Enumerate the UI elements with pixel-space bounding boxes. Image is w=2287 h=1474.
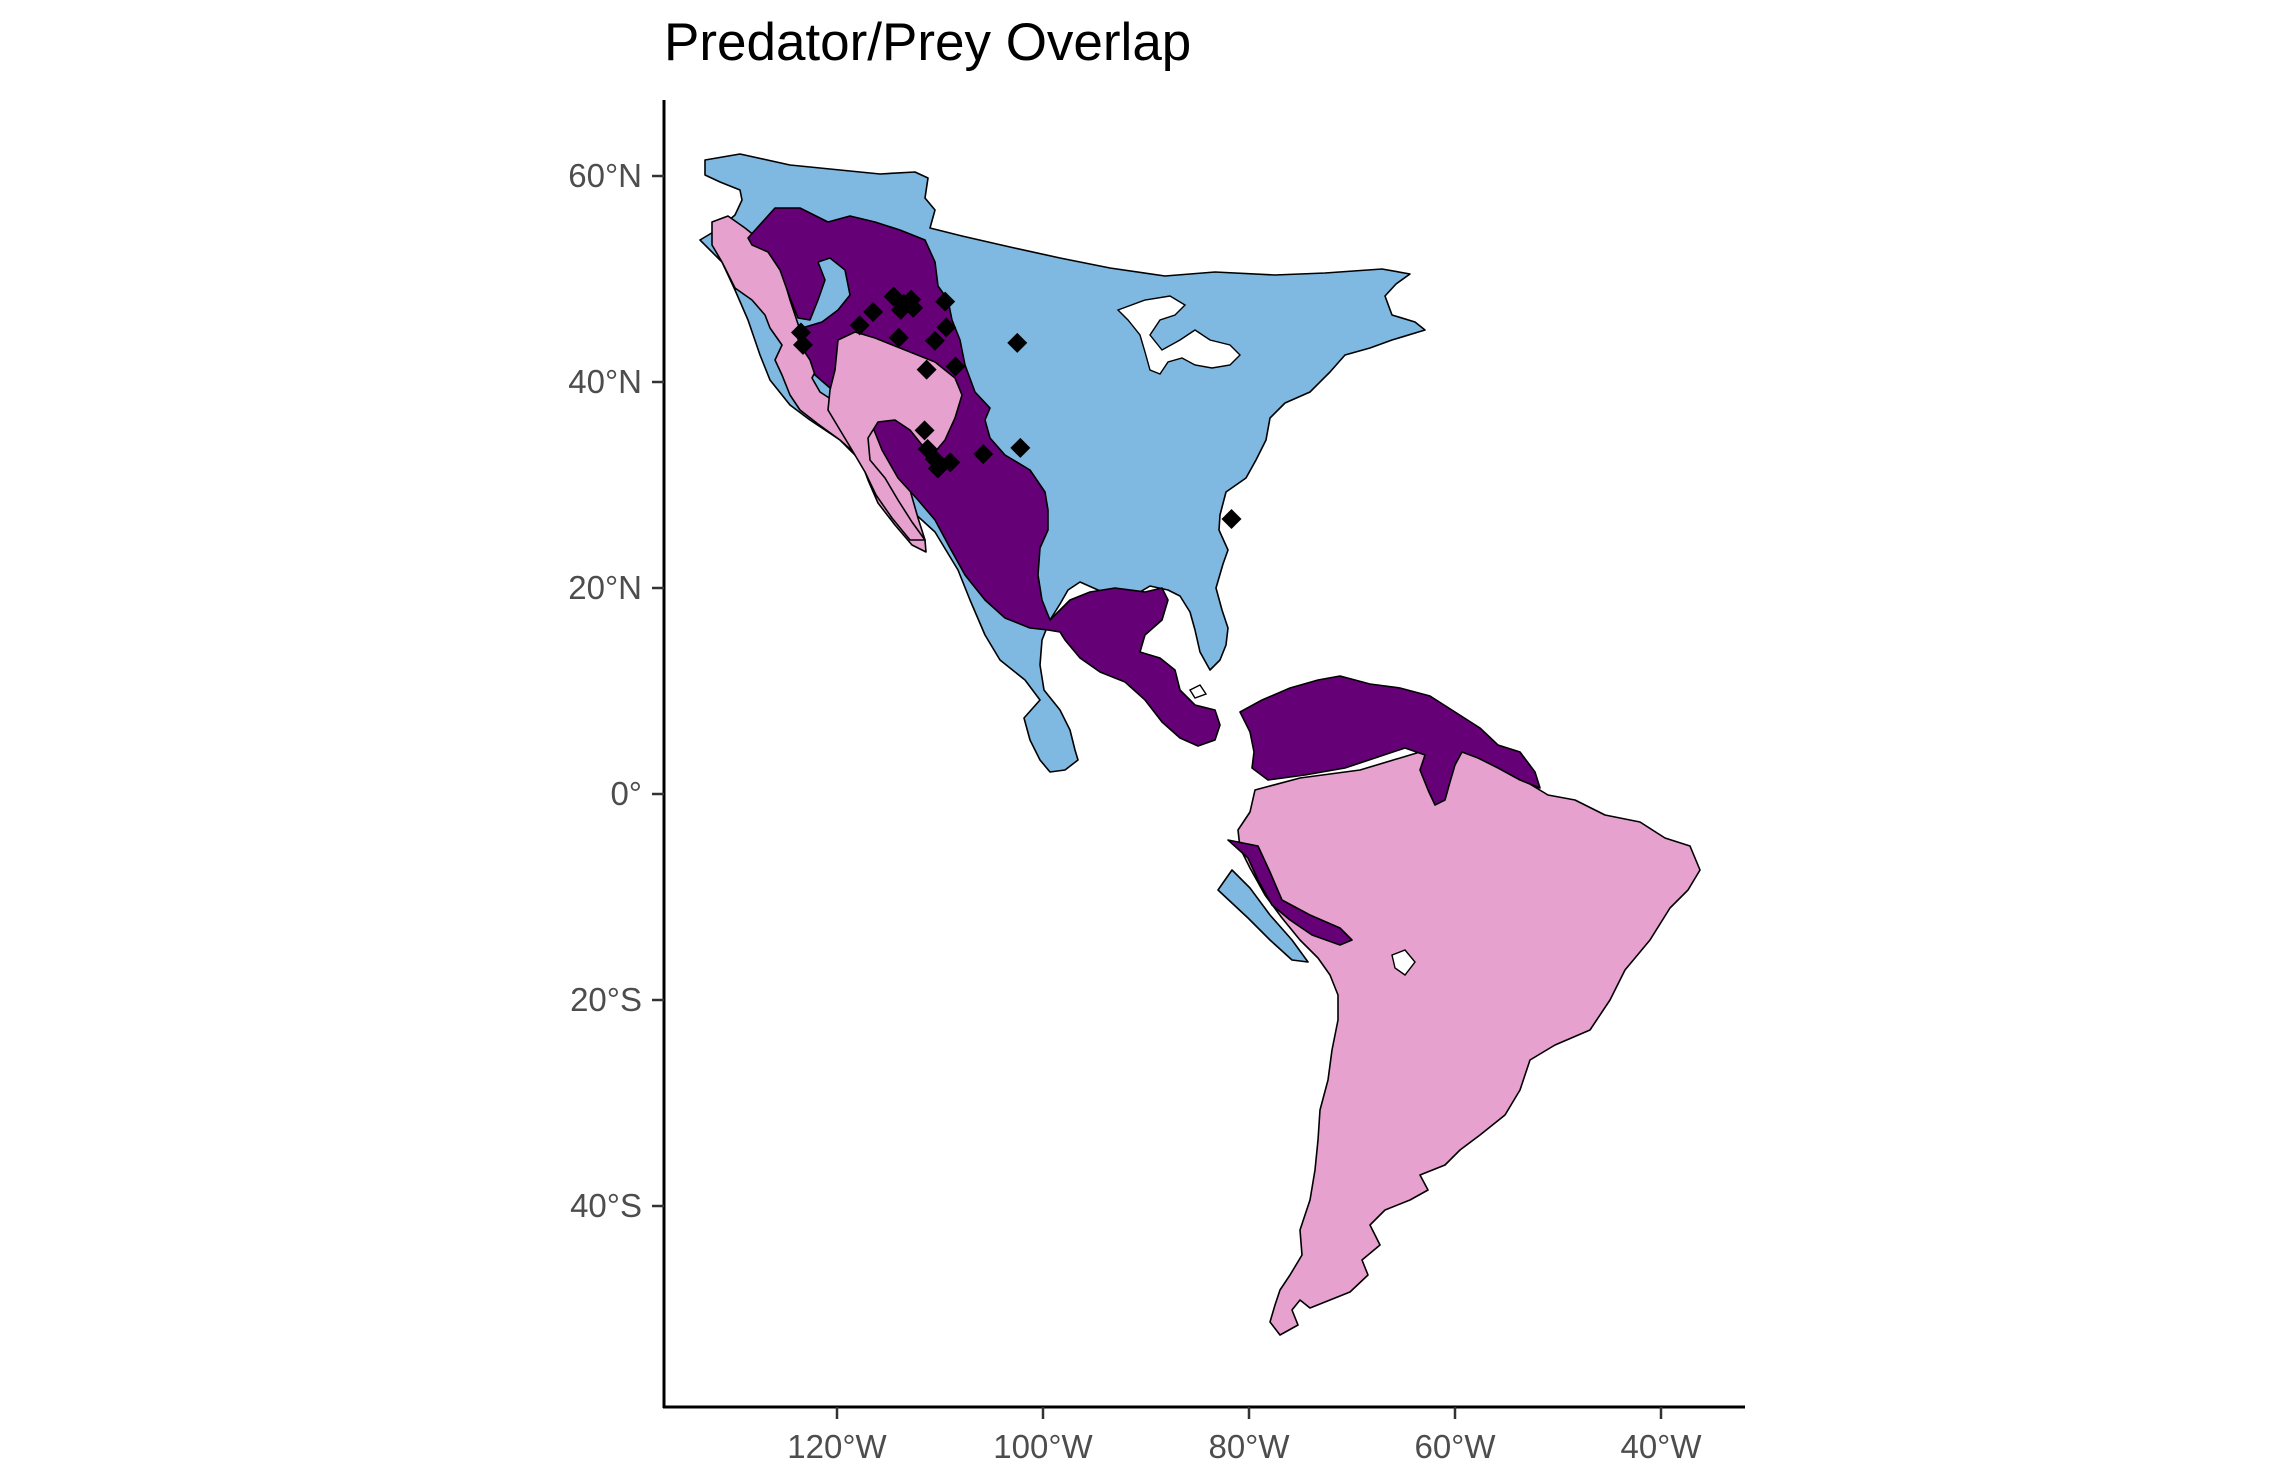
lake-titicaca bbox=[1391, 949, 1416, 976]
great-lakes bbox=[1116, 295, 1241, 375]
range-polygons bbox=[699, 153, 1701, 1336]
x-tick-label: 60°W bbox=[1414, 1428, 1496, 1465]
lake-nicaragua bbox=[1188, 684, 1208, 699]
occurrence-point bbox=[1010, 437, 1031, 458]
occurrence-point bbox=[924, 330, 945, 351]
prey-range-south-america bbox=[1217, 869, 1309, 963]
occurrence-point bbox=[849, 315, 870, 336]
occurrence-point bbox=[935, 291, 956, 312]
y-tick-label: 40°N bbox=[568, 363, 642, 400]
occurrence-point bbox=[890, 299, 911, 320]
occurrence-point bbox=[863, 301, 884, 322]
occurrence-point bbox=[888, 327, 909, 348]
occurrence-point bbox=[914, 420, 935, 441]
occurrence-point bbox=[790, 322, 811, 343]
y-tick-label: 20°N bbox=[568, 569, 642, 606]
axes: 60°N 40°N 20°N 0° 20°S 40°S 120°W 100°W 80°W 60°… bbox=[568, 100, 1745, 1465]
overlap-south-america bbox=[1239, 675, 1541, 806]
occurrence-point bbox=[1221, 508, 1242, 529]
y-tick-label: 20°S bbox=[570, 981, 642, 1018]
occurrence-point bbox=[903, 297, 924, 318]
x-tick-label: 80°W bbox=[1208, 1428, 1290, 1465]
occurrence-point bbox=[936, 317, 957, 338]
occurrence-point bbox=[940, 452, 961, 473]
y-tick-label: 40°S bbox=[570, 1187, 642, 1224]
x-tick-label: 40°W bbox=[1620, 1428, 1702, 1465]
predator-range-south-america bbox=[1237, 747, 1701, 1336]
y-tick-label: 60°N bbox=[568, 157, 642, 194]
occurrence-point bbox=[973, 444, 994, 465]
occurrence-point bbox=[1007, 332, 1028, 353]
x-tick-label: 100°W bbox=[993, 1428, 1093, 1465]
predator-points bbox=[790, 286, 1242, 529]
overlap-andes bbox=[1227, 839, 1353, 946]
x-tick-label: 120°W bbox=[787, 1428, 887, 1465]
occurrence-point bbox=[793, 334, 814, 355]
predator-range-great-basin bbox=[827, 331, 963, 541]
occurrence-point bbox=[916, 359, 937, 380]
plot-title: Predator/Prey Overlap bbox=[664, 13, 1192, 72]
y-tick-label: 0° bbox=[610, 775, 642, 812]
occurrence-point bbox=[945, 356, 966, 377]
